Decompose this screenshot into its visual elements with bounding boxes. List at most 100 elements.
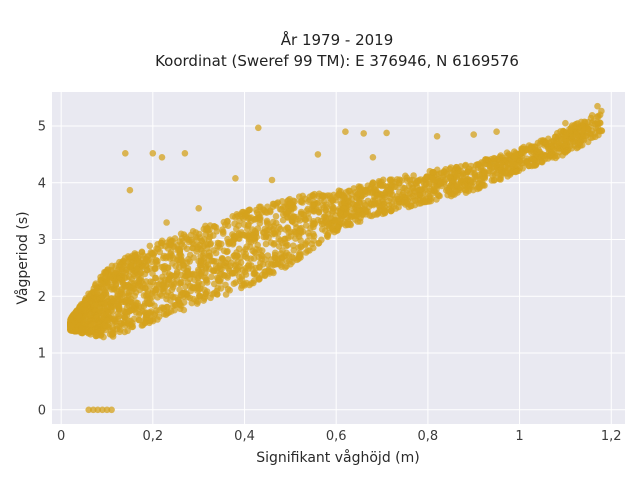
data-point (295, 254, 303, 261)
data-point (189, 228, 197, 235)
data-point (295, 233, 303, 240)
data-point (184, 293, 192, 301)
data-point (471, 169, 478, 177)
data-point (409, 184, 417, 192)
data-point (491, 176, 498, 184)
data-point (146, 300, 153, 307)
data-point (510, 153, 518, 161)
data-point (224, 285, 232, 293)
data-point (346, 187, 354, 195)
data-point (335, 191, 342, 198)
data-point (92, 314, 99, 322)
data-point (246, 206, 254, 214)
data-point (268, 176, 276, 184)
x-tick-label: 0,4 (234, 429, 255, 444)
data-point (127, 263, 134, 271)
data-point (114, 310, 122, 318)
data-point (567, 127, 574, 134)
data-point (180, 264, 187, 272)
data-point (154, 294, 161, 301)
y-tick-label: 1 (38, 347, 46, 362)
data-point (208, 273, 215, 281)
data-point (260, 229, 268, 236)
data-point (587, 114, 595, 122)
data-point (200, 254, 208, 262)
data-point (167, 297, 174, 304)
data-point (552, 154, 559, 162)
data-point (165, 270, 173, 278)
x-tick-label: 0,8 (418, 429, 439, 444)
data-point (289, 204, 297, 211)
data-point (196, 241, 203, 249)
data-point (121, 314, 129, 321)
data-point (229, 231, 236, 238)
data-point (309, 202, 316, 209)
data-point (124, 292, 132, 300)
data-point (236, 263, 243, 270)
data-point (441, 178, 448, 186)
data-point (327, 198, 335, 205)
data-point (151, 264, 159, 272)
data-point (380, 181, 387, 189)
data-point (96, 307, 104, 314)
data-point (132, 257, 140, 264)
data-point (167, 238, 175, 246)
data-point (119, 280, 127, 287)
data-point (152, 274, 160, 282)
data-point (453, 172, 461, 179)
data-point (168, 286, 176, 294)
data-point (493, 128, 500, 135)
data-point (357, 189, 365, 197)
data-point (142, 255, 150, 263)
data-point (329, 209, 336, 216)
data-point (337, 209, 344, 217)
data-point (232, 175, 239, 182)
data-point (106, 331, 114, 338)
data-point (303, 207, 311, 214)
data-point (214, 274, 221, 282)
x-tick-label: 0 (57, 429, 65, 444)
data-point (91, 295, 99, 303)
data-point (352, 194, 360, 201)
data-point (213, 291, 221, 298)
data-point (219, 230, 227, 237)
data-point (247, 214, 255, 221)
x-tick-label: 0,6 (326, 429, 347, 444)
data-point (576, 139, 584, 146)
data-point (232, 213, 239, 221)
data-point (105, 309, 112, 317)
data-point (80, 319, 88, 327)
data-point (146, 242, 154, 250)
data-point (122, 274, 130, 281)
data-point (88, 327, 95, 334)
data-point (210, 247, 217, 254)
data-point (272, 228, 280, 235)
data-point (114, 302, 122, 310)
data-point (386, 176, 394, 183)
data-point (557, 128, 564, 135)
data-point (567, 138, 574, 146)
data-point (205, 252, 213, 260)
data-point (385, 186, 393, 194)
data-point (251, 270, 258, 277)
data-point (92, 332, 100, 340)
data-point (160, 310, 168, 318)
data-point (129, 252, 136, 260)
data-point (195, 230, 203, 238)
data-point (108, 299, 115, 306)
data-point (117, 319, 125, 327)
data-point (325, 221, 332, 228)
data-point (321, 212, 329, 220)
data-point (381, 206, 389, 214)
data-point (220, 218, 228, 226)
data-point (293, 224, 300, 231)
data-point (395, 203, 402, 211)
data-point (514, 162, 521, 169)
data-point (270, 222, 278, 230)
data-point (556, 140, 563, 148)
data-point (461, 186, 469, 194)
data-point (180, 306, 188, 314)
data-point (342, 128, 349, 135)
data-point (563, 147, 570, 155)
data-point (340, 205, 348, 212)
